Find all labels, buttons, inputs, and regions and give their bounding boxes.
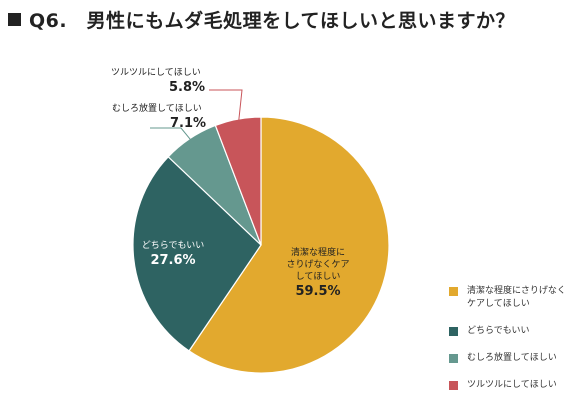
legend-item-1: 清潔な程度にさりげなく ケアしてほしい bbox=[449, 285, 581, 311]
chart-title-text: Q6. 男性にもムダ毛処理をしてほしいと思いますか？ bbox=[29, 10, 516, 32]
chart-title: Q6. 男性にもムダ毛処理をしてほしいと思いますか？ bbox=[8, 6, 515, 33]
slice-label-4-line-1: ツルツルにしてほしい bbox=[111, 67, 201, 78]
slice-label-3-line-1: むしろ放置してほしい bbox=[112, 102, 202, 114]
slice-label-group-2: どちらでもいい 27.6% bbox=[142, 240, 205, 268]
legend-swatch-4 bbox=[449, 381, 458, 390]
legend-item-2: どちらでもいい bbox=[449, 325, 581, 338]
legend-label-3-line-1: むしろ放置してほしい bbox=[467, 353, 557, 363]
legend-label-4-line-1: ツルツルにしてほしい bbox=[467, 380, 557, 390]
pie-slice-1 bbox=[188, 116, 390, 374]
pie-slices bbox=[132, 116, 390, 374]
leader-line-3 bbox=[150, 127, 193, 143]
legend-swatch-1 bbox=[449, 287, 458, 296]
legend-label-1-line-2: ケアしてほしい bbox=[467, 299, 530, 309]
slice-value-1: 59.5% bbox=[295, 284, 340, 299]
slice-value-4: 5.8% bbox=[169, 80, 205, 95]
slice-value-3: 7.1% bbox=[170, 116, 206, 131]
legend-swatch-3 bbox=[449, 354, 458, 363]
slice-label-1-line-3: してほしい bbox=[296, 271, 341, 282]
slice-label-1-line-2: さりげなくケア bbox=[286, 259, 349, 270]
leader-lines bbox=[150, 89, 243, 143]
legend-item-3: むしろ放置してほしい bbox=[449, 352, 581, 365]
slice-label-group-3: むしろ放置してほしい 7.1% bbox=[112, 102, 206, 131]
pie-slice-4 bbox=[214, 116, 262, 246]
slice-value-2: 27.6% bbox=[150, 253, 195, 268]
slice-label-group-4: ツルツルにしてほしい 5.8% bbox=[111, 67, 205, 95]
pie-slice-2 bbox=[132, 155, 262, 352]
legend-label-2-line-1: どちらでもいい bbox=[467, 326, 530, 336]
legend-swatch-2 bbox=[449, 327, 458, 336]
legend: 清潔な程度にさりげなく ケアしてほしい どちらでもいい むしろ放置してほしい ツルツルに… bbox=[449, 285, 581, 392]
slice-label-2-line-1: どちらでもいい bbox=[142, 240, 205, 251]
legend-label-1-line-1: 清潔な程度にさりげなく bbox=[467, 286, 566, 296]
slice-label-1-line-1: 清潔な程度に bbox=[291, 246, 345, 258]
title-square-icon bbox=[8, 13, 21, 26]
leader-line-4 bbox=[209, 89, 243, 124]
legend-item-4: ツルツルにしてほしい bbox=[449, 379, 581, 392]
